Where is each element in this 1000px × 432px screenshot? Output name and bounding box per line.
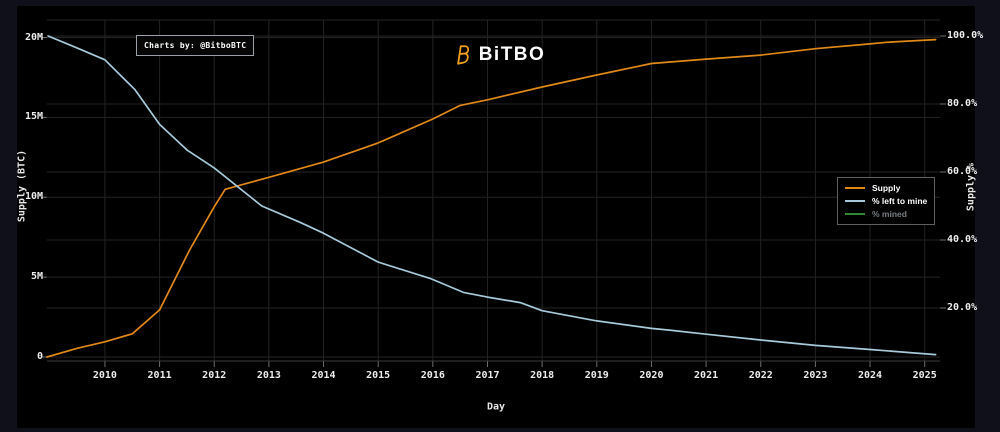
legend-swatch-pct-left (845, 200, 865, 202)
legend-label-pct-left: % left to mine (872, 196, 928, 206)
supply-line (46, 38, 937, 358)
legend-label-supply: Supply (872, 183, 901, 193)
chart-legend: Supply % left to mine % mined (837, 177, 935, 225)
legend-item-pct-mined[interactable]: % mined (845, 209, 927, 219)
legend-label-pct-mined: % mined (872, 209, 907, 219)
legend-swatch-supply (845, 187, 865, 189)
legend-item-supply[interactable]: Supply (845, 183, 927, 193)
pct-left-to-mine-line (47, 35, 937, 356)
legend-swatch-pct-mined (845, 213, 865, 215)
legend-item-pct-left[interactable]: % left to mine (845, 196, 927, 206)
